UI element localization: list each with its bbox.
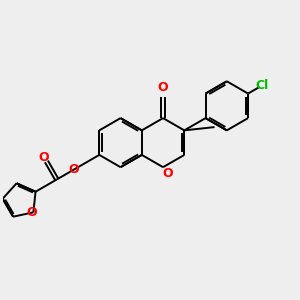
Text: O: O <box>162 167 173 180</box>
Text: Cl: Cl <box>255 79 268 92</box>
Text: O: O <box>158 81 168 94</box>
Text: O: O <box>68 163 79 176</box>
Text: O: O <box>39 151 49 164</box>
Text: O: O <box>27 206 38 219</box>
